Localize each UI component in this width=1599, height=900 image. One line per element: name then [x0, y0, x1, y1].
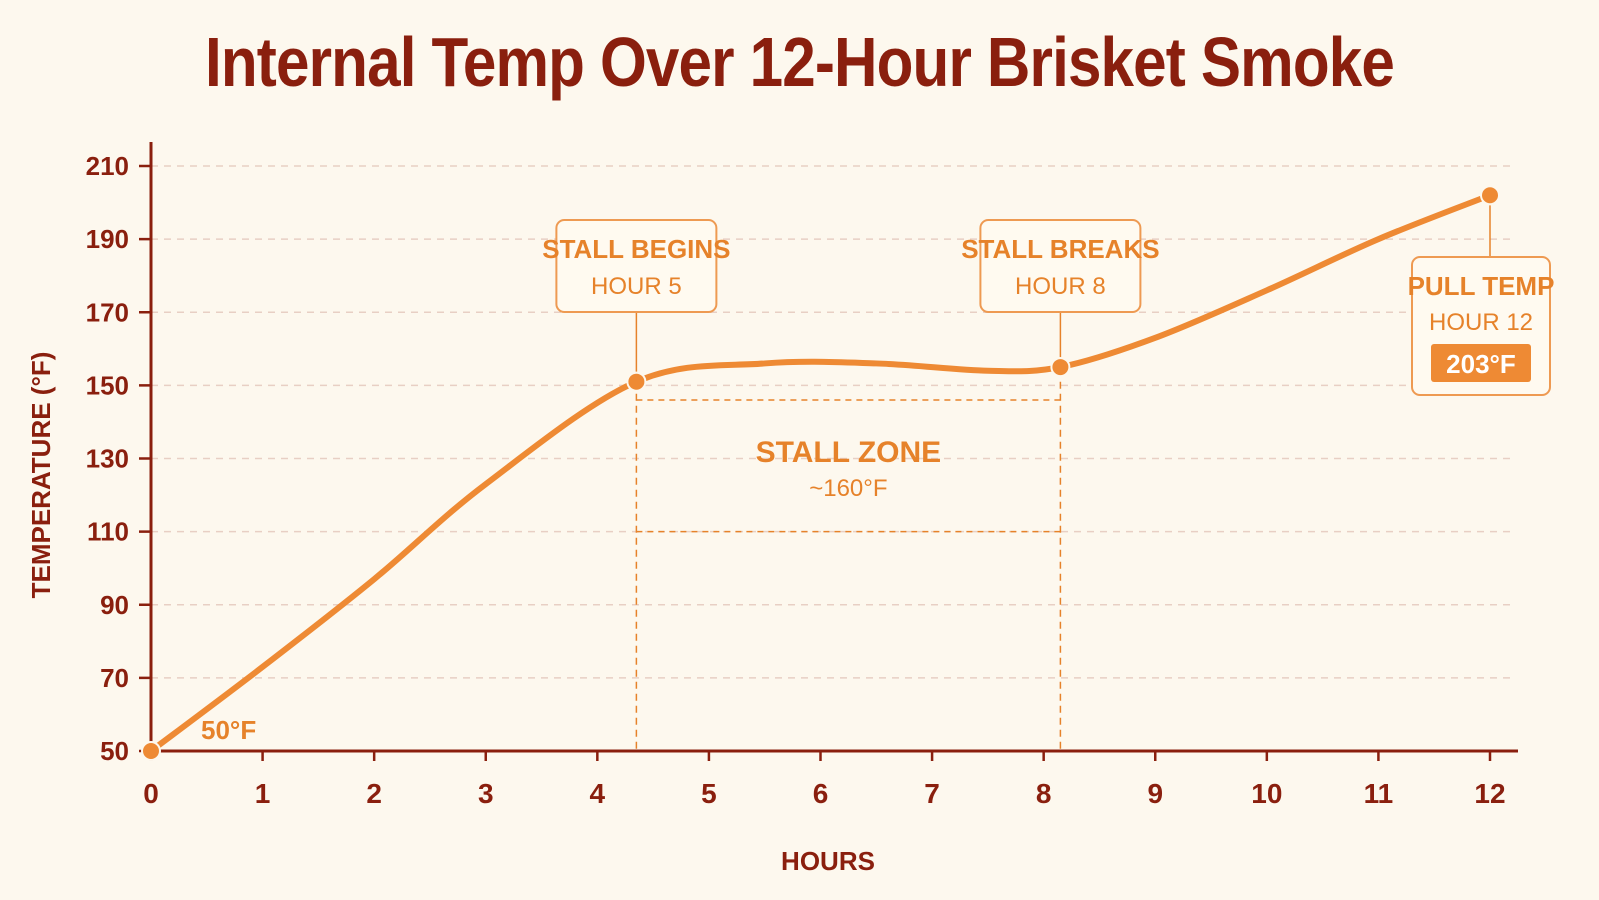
start-temp-label: 50°F: [201, 715, 256, 745]
y-tick-label: 50: [100, 736, 129, 766]
x-tick-label: 1: [255, 778, 271, 809]
temperature-series-line: [148, 192, 1493, 754]
axes: [149, 142, 1518, 753]
annotation-guides: [635, 205, 1491, 751]
x-tick-label: 0: [143, 778, 159, 809]
callout-box: [555, 219, 718, 313]
y-tick-label: 190: [86, 224, 129, 254]
grid-lines: [151, 165, 1512, 679]
callout-title: STALL BREAKS: [961, 234, 1159, 264]
y-axis-ticks: 210 190 170 150 130 110 90 70 50: [86, 151, 151, 766]
x-tick-label: 8: [1036, 778, 1052, 809]
x-tick-label: 2: [366, 778, 382, 809]
data-point-marker: [1050, 357, 1071, 378]
x-tick-label: 7: [924, 778, 940, 809]
callout-stall-breaks: STALL BREAKS HOUR 8: [961, 219, 1160, 313]
callout-title: PULL TEMP: [1408, 271, 1555, 301]
x-axis-title: HOURS: [781, 846, 875, 876]
x-axis-ticks: 0 1 2 3 4 5 6 7 8 9 10 11 12: [143, 751, 1506, 809]
chart-title: Internal Temp Over 12-Hour Brisket Smoke: [205, 23, 1395, 101]
y-tick-label: 90: [100, 590, 129, 620]
x-tick-label: 12: [1474, 778, 1505, 809]
callout-pull-temp: PULL TEMP HOUR 12 203°F: [1408, 256, 1555, 396]
y-tick-label: 150: [86, 370, 129, 400]
x-tick-label: 6: [813, 778, 829, 809]
pull-temp-value: 203°F: [1446, 349, 1516, 379]
x-tick-label: 3: [478, 778, 494, 809]
pull-temp-badge: [1431, 344, 1531, 382]
callout-subtitle: HOUR 12: [1429, 309, 1533, 336]
x-tick-label: 10: [1251, 778, 1282, 809]
data-point-marker: [626, 371, 647, 392]
y-axis-title: TEMPERATURE (°F): [26, 352, 56, 599]
callout-box: [979, 219, 1142, 313]
stall-zone: [636, 399, 1061, 533]
data-markers: [141, 185, 1500, 761]
stall-zone-title: STALL ZONE: [756, 436, 942, 469]
x-tick-label: 11: [1364, 778, 1394, 809]
stall-zone-subtitle: ~160°F: [809, 475, 887, 502]
y-tick-label: 130: [86, 444, 129, 474]
data-point-marker: [141, 741, 161, 761]
y-tick-label: 110: [87, 517, 129, 547]
y-tick-label: 170: [86, 297, 129, 327]
data-point-marker: [1480, 185, 1500, 206]
y-tick-label: 210: [86, 151, 129, 181]
callout-stall-begins: STALL BEGINS HOUR 5: [542, 219, 731, 313]
x-tick-label: 4: [590, 778, 606, 809]
callout-subtitle: HOUR 5: [591, 273, 682, 300]
y-tick-label: 70: [100, 663, 129, 693]
x-tick-label: 5: [701, 778, 717, 809]
x-tick-label: 9: [1147, 778, 1163, 809]
callout-subtitle: HOUR 8: [1015, 273, 1106, 300]
callout-title: STALL BEGINS: [542, 234, 730, 264]
